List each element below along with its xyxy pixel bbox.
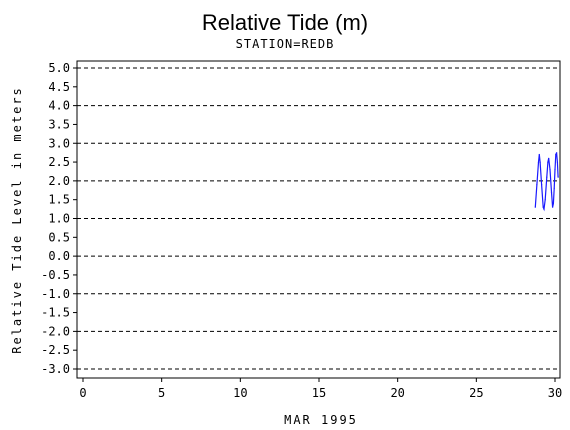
x-tick-label: 5 <box>158 386 165 400</box>
y-axis-ticks: 5.0 4.5 4.0 3.5 3.0 2.5 2.0 1.5 1.0 0.5 0.0 -0.5 -1.… <box>41 61 77 376</box>
data-point <box>536 184 538 186</box>
data-point <box>538 153 540 156</box>
y-tick-label: 0.5 <box>48 230 70 244</box>
y-tick-label: 5.0 <box>48 61 70 75</box>
y-tick-label: -1.5 <box>41 306 70 320</box>
data-point <box>554 169 556 171</box>
y-tick-label: -3.0 <box>41 362 70 376</box>
y-tick-label: 0.0 <box>48 249 70 263</box>
data-point <box>542 206 544 208</box>
grid <box>77 67 560 370</box>
series-line <box>534 152 559 212</box>
data-point <box>541 184 543 186</box>
y-tick-label: 1.5 <box>48 193 70 207</box>
data-point <box>556 161 559 163</box>
y-tick-label: 2.5 <box>48 155 70 169</box>
data-point <box>534 206 536 208</box>
x-axis-label: MAR 1995 <box>284 413 358 427</box>
x-tick-label: 25 <box>469 386 483 400</box>
y-tick-label: -1.0 <box>41 287 70 301</box>
data-point <box>557 176 559 178</box>
data-point <box>544 199 546 201</box>
x-tick-label: 30 <box>548 386 562 400</box>
y-tick-label: 4.5 <box>48 80 70 94</box>
y-axis-label: Relative Tide Level in meters <box>10 86 24 354</box>
y-tick-label: 4.0 <box>48 99 70 113</box>
data-point <box>552 202 555 205</box>
data-point <box>549 169 551 171</box>
y-tick-label: 1.0 <box>48 212 70 226</box>
data-point <box>550 191 553 193</box>
chart-subtitle: STATION=REDB <box>236 37 335 51</box>
y-tick-label: -2.0 <box>41 324 70 338</box>
data-point <box>553 187 555 189</box>
data-point <box>555 153 557 156</box>
y-tick-label: 3.5 <box>48 117 70 131</box>
y-tick-label: -2.5 <box>41 343 70 357</box>
chart-title: Relative Tide (m) <box>202 10 368 35</box>
y-tick-label: 3.0 <box>48 136 70 150</box>
data-point <box>543 208 545 210</box>
series-layer <box>534 152 559 212</box>
data-point <box>537 161 540 163</box>
x-tick-label: 0 <box>79 386 86 400</box>
data-point <box>547 161 549 163</box>
x-tick-label: 20 <box>390 386 404 400</box>
x-tick-label: 15 <box>312 386 326 400</box>
data-point <box>546 176 548 178</box>
data-point <box>548 157 550 159</box>
data-point <box>556 152 558 154</box>
x-tick-label: 10 <box>233 386 247 400</box>
x-axis-ticks: 0 5 10 15 20 25 30 <box>79 378 562 400</box>
plot-frame <box>76 60 561 379</box>
data-point <box>539 161 541 163</box>
y-tick-label: -0.5 <box>41 268 70 282</box>
y-tick-label: 2.0 <box>48 174 70 188</box>
data-point <box>552 206 554 208</box>
